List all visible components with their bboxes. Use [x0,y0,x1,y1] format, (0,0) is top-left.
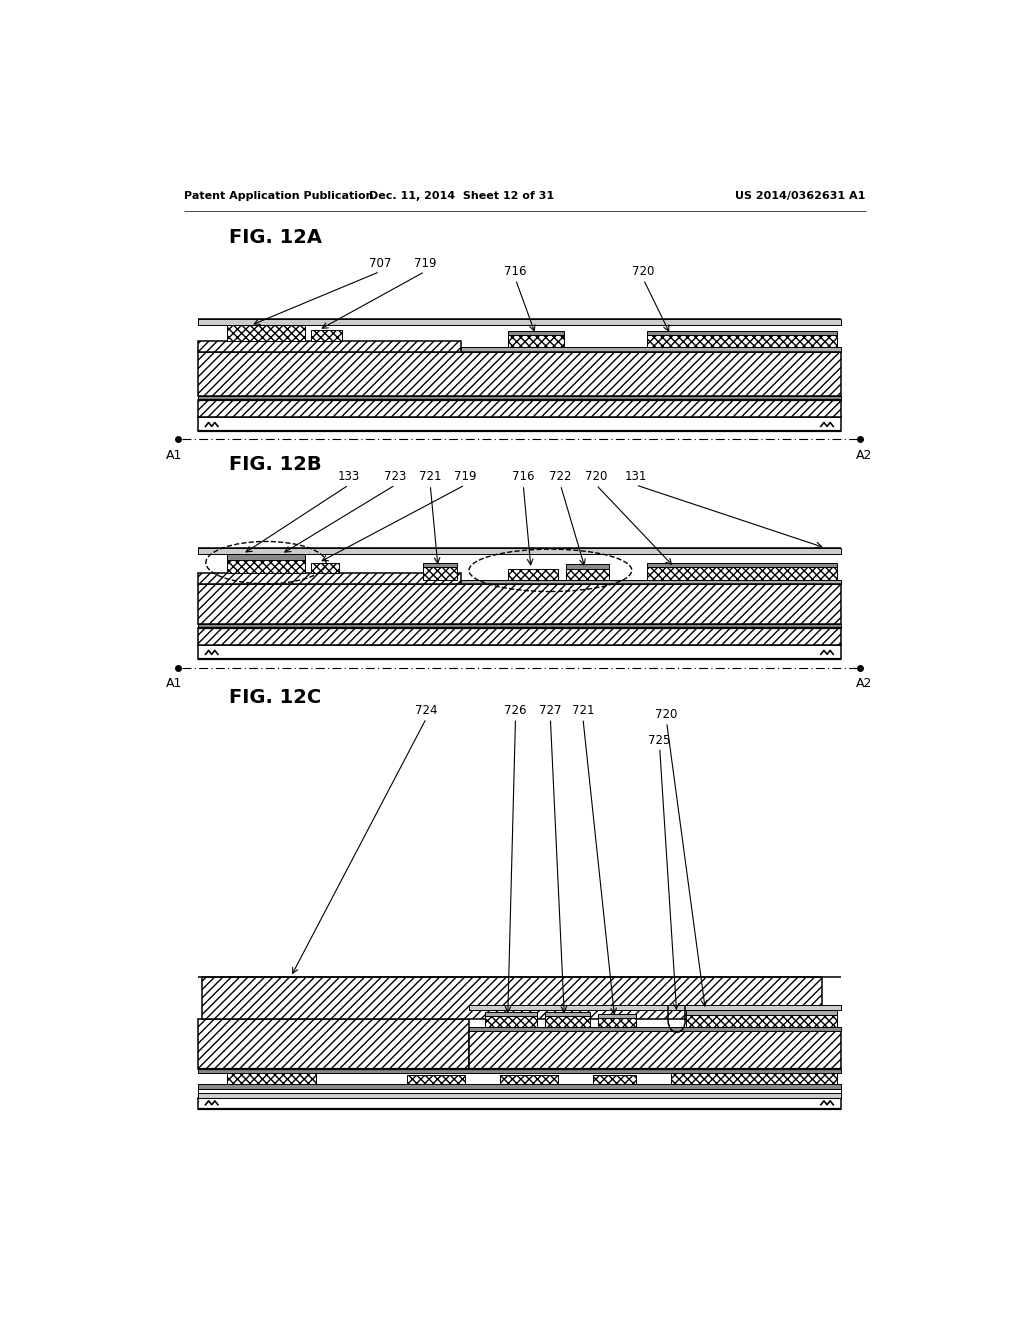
Bar [198,1098,841,1109]
Bar [198,645,841,659]
Text: 719: 719 [414,257,436,271]
Bar [647,562,838,568]
Text: A1: A1 [166,449,182,462]
Bar [198,1089,841,1093]
Text: 724: 724 [415,704,437,717]
Bar [647,331,838,335]
Bar [647,568,838,579]
Bar [311,330,342,341]
Bar [647,335,838,347]
Bar [671,1073,838,1084]
Bar [686,1015,838,1027]
Bar [593,1074,636,1084]
Bar [469,1006,841,1010]
Bar [423,562,457,568]
Bar [484,1011,538,1016]
Bar [407,1074,465,1084]
Bar [508,331,563,335]
Bar [227,326,305,341]
Bar [545,1011,590,1016]
Text: A1: A1 [166,677,182,690]
Text: A2: A2 [856,677,872,690]
Bar [545,1016,590,1027]
Text: 727: 727 [539,704,561,717]
Bar [198,624,841,628]
Text: 131: 131 [625,470,647,483]
Bar [500,1074,558,1084]
Bar [198,548,841,554]
Text: 725: 725 [648,734,671,747]
Text: 720: 720 [632,265,654,277]
Bar [686,1010,838,1015]
Bar [461,579,841,585]
Text: FIG. 12C: FIG. 12C [228,689,321,708]
Bar [598,1014,636,1018]
Text: 722: 722 [549,470,571,483]
Text: 707: 707 [369,257,391,271]
Text: 133: 133 [338,470,360,483]
Bar [508,569,558,579]
Bar [566,564,608,569]
Bar [469,1027,841,1031]
Bar [227,560,305,573]
Bar [198,628,841,645]
Bar [227,1073,316,1084]
Text: A2: A2 [856,449,872,462]
Bar [198,1019,469,1069]
Text: FIG. 12B: FIG. 12B [228,455,322,474]
Bar [198,573,461,585]
Text: Dec. 11, 2014  Sheet 12 of 31: Dec. 11, 2014 Sheet 12 of 31 [369,191,554,201]
Bar [198,351,841,396]
Bar [198,341,461,351]
Text: Patent Application Publication: Patent Application Publication [183,191,374,201]
Bar [461,347,841,351]
Text: 716: 716 [512,470,535,483]
Bar [198,396,841,400]
Bar [198,1069,841,1073]
Text: 723: 723 [384,470,407,483]
Text: 726: 726 [504,704,526,717]
Bar [198,319,841,326]
Bar [202,977,821,1019]
Text: US 2014/0362631 A1: US 2014/0362631 A1 [735,191,866,201]
Bar [198,400,841,417]
Bar [198,1093,841,1098]
Text: 720: 720 [585,470,607,483]
Bar [508,335,563,347]
Bar [227,554,305,560]
Bar [566,569,608,579]
Bar [198,417,841,430]
Bar [198,1084,841,1089]
Text: 721: 721 [571,704,594,717]
Bar [423,568,457,579]
Bar [598,1018,636,1027]
Bar [311,562,339,573]
Text: FIG. 12A: FIG. 12A [228,228,322,247]
Text: 720: 720 [655,708,678,721]
Bar [469,1031,841,1069]
Bar [198,585,841,624]
Text: 716: 716 [504,265,526,277]
Text: 721: 721 [419,470,441,483]
Text: 719: 719 [454,470,476,483]
Bar [484,1016,538,1027]
